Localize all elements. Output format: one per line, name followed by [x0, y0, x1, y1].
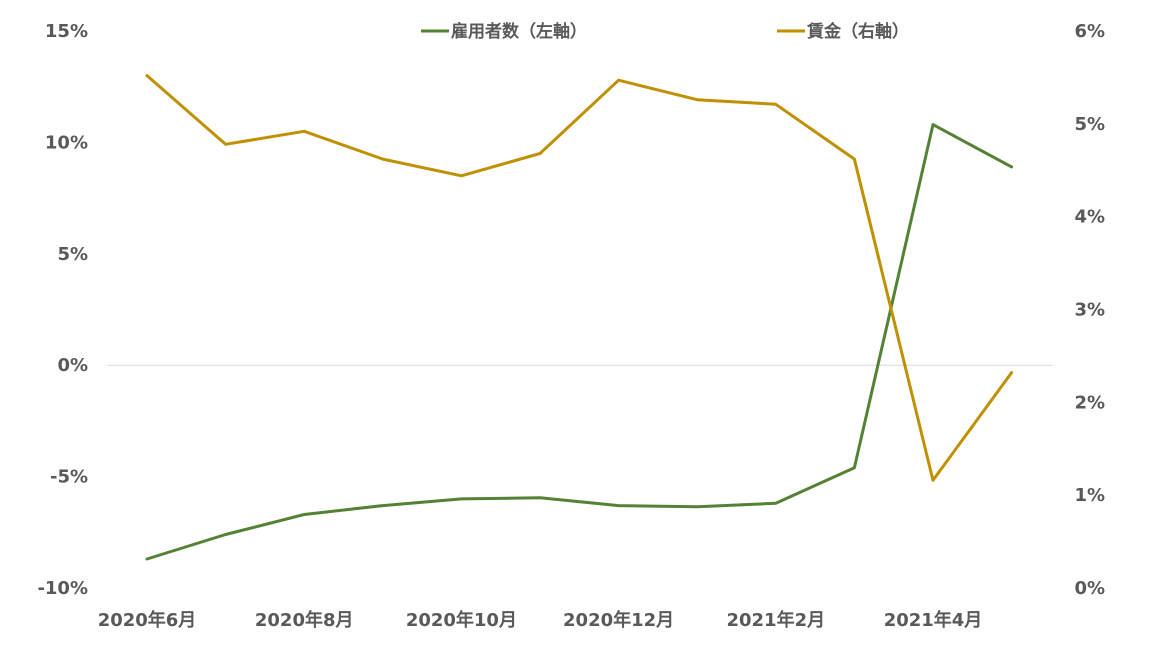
left-axis-ticks: 15% 10% 5% 0% -5% -10%: [37, 21, 88, 599]
left-tick-label: 15%: [45, 21, 88, 42]
x-tick-label: 2021年4月: [884, 609, 983, 631]
right-tick-label: 5%: [1074, 114, 1105, 135]
left-tick-label: -5%: [50, 467, 88, 488]
right-axis-ticks: 6% 5% 4% 3% 2% 1% 0%: [1074, 21, 1105, 599]
x-axis-ticks: 2020年6月 2020年8月 2020年10月 2020年12月 2021年2月 202…: [98, 609, 983, 631]
x-tick-label: 2020年12月: [563, 609, 674, 631]
x-tick-label: 2020年10月: [406, 609, 517, 631]
series-line-1: [145, 123, 1014, 561]
right-tick-label: 6%: [1074, 21, 1105, 42]
x-tick-label: 2021年2月: [726, 609, 825, 631]
right-tick-label: 2%: [1074, 392, 1105, 413]
right-tick-label: 4%: [1074, 207, 1105, 228]
legend: 雇用者数（左軸） 賃金（右軸）: [421, 21, 909, 42]
series-line-2: [145, 74, 1014, 482]
left-tick-label: 10%: [45, 132, 88, 153]
right-tick-label: 1%: [1074, 485, 1105, 506]
series-lines: [145, 74, 1014, 561]
legend-label-2: 賃金（右軸）: [806, 21, 909, 42]
left-tick-label: -10%: [37, 578, 88, 599]
left-tick-label: 5%: [57, 244, 88, 265]
x-tick-label: 2020年6月: [98, 609, 197, 631]
x-tick-label: 2020年8月: [255, 609, 354, 631]
legend-label-1: 雇用者数（左軸）: [451, 21, 587, 42]
left-tick-label: 0%: [57, 355, 88, 376]
right-tick-label: 3%: [1074, 300, 1105, 321]
right-tick-label: 0%: [1074, 578, 1105, 599]
